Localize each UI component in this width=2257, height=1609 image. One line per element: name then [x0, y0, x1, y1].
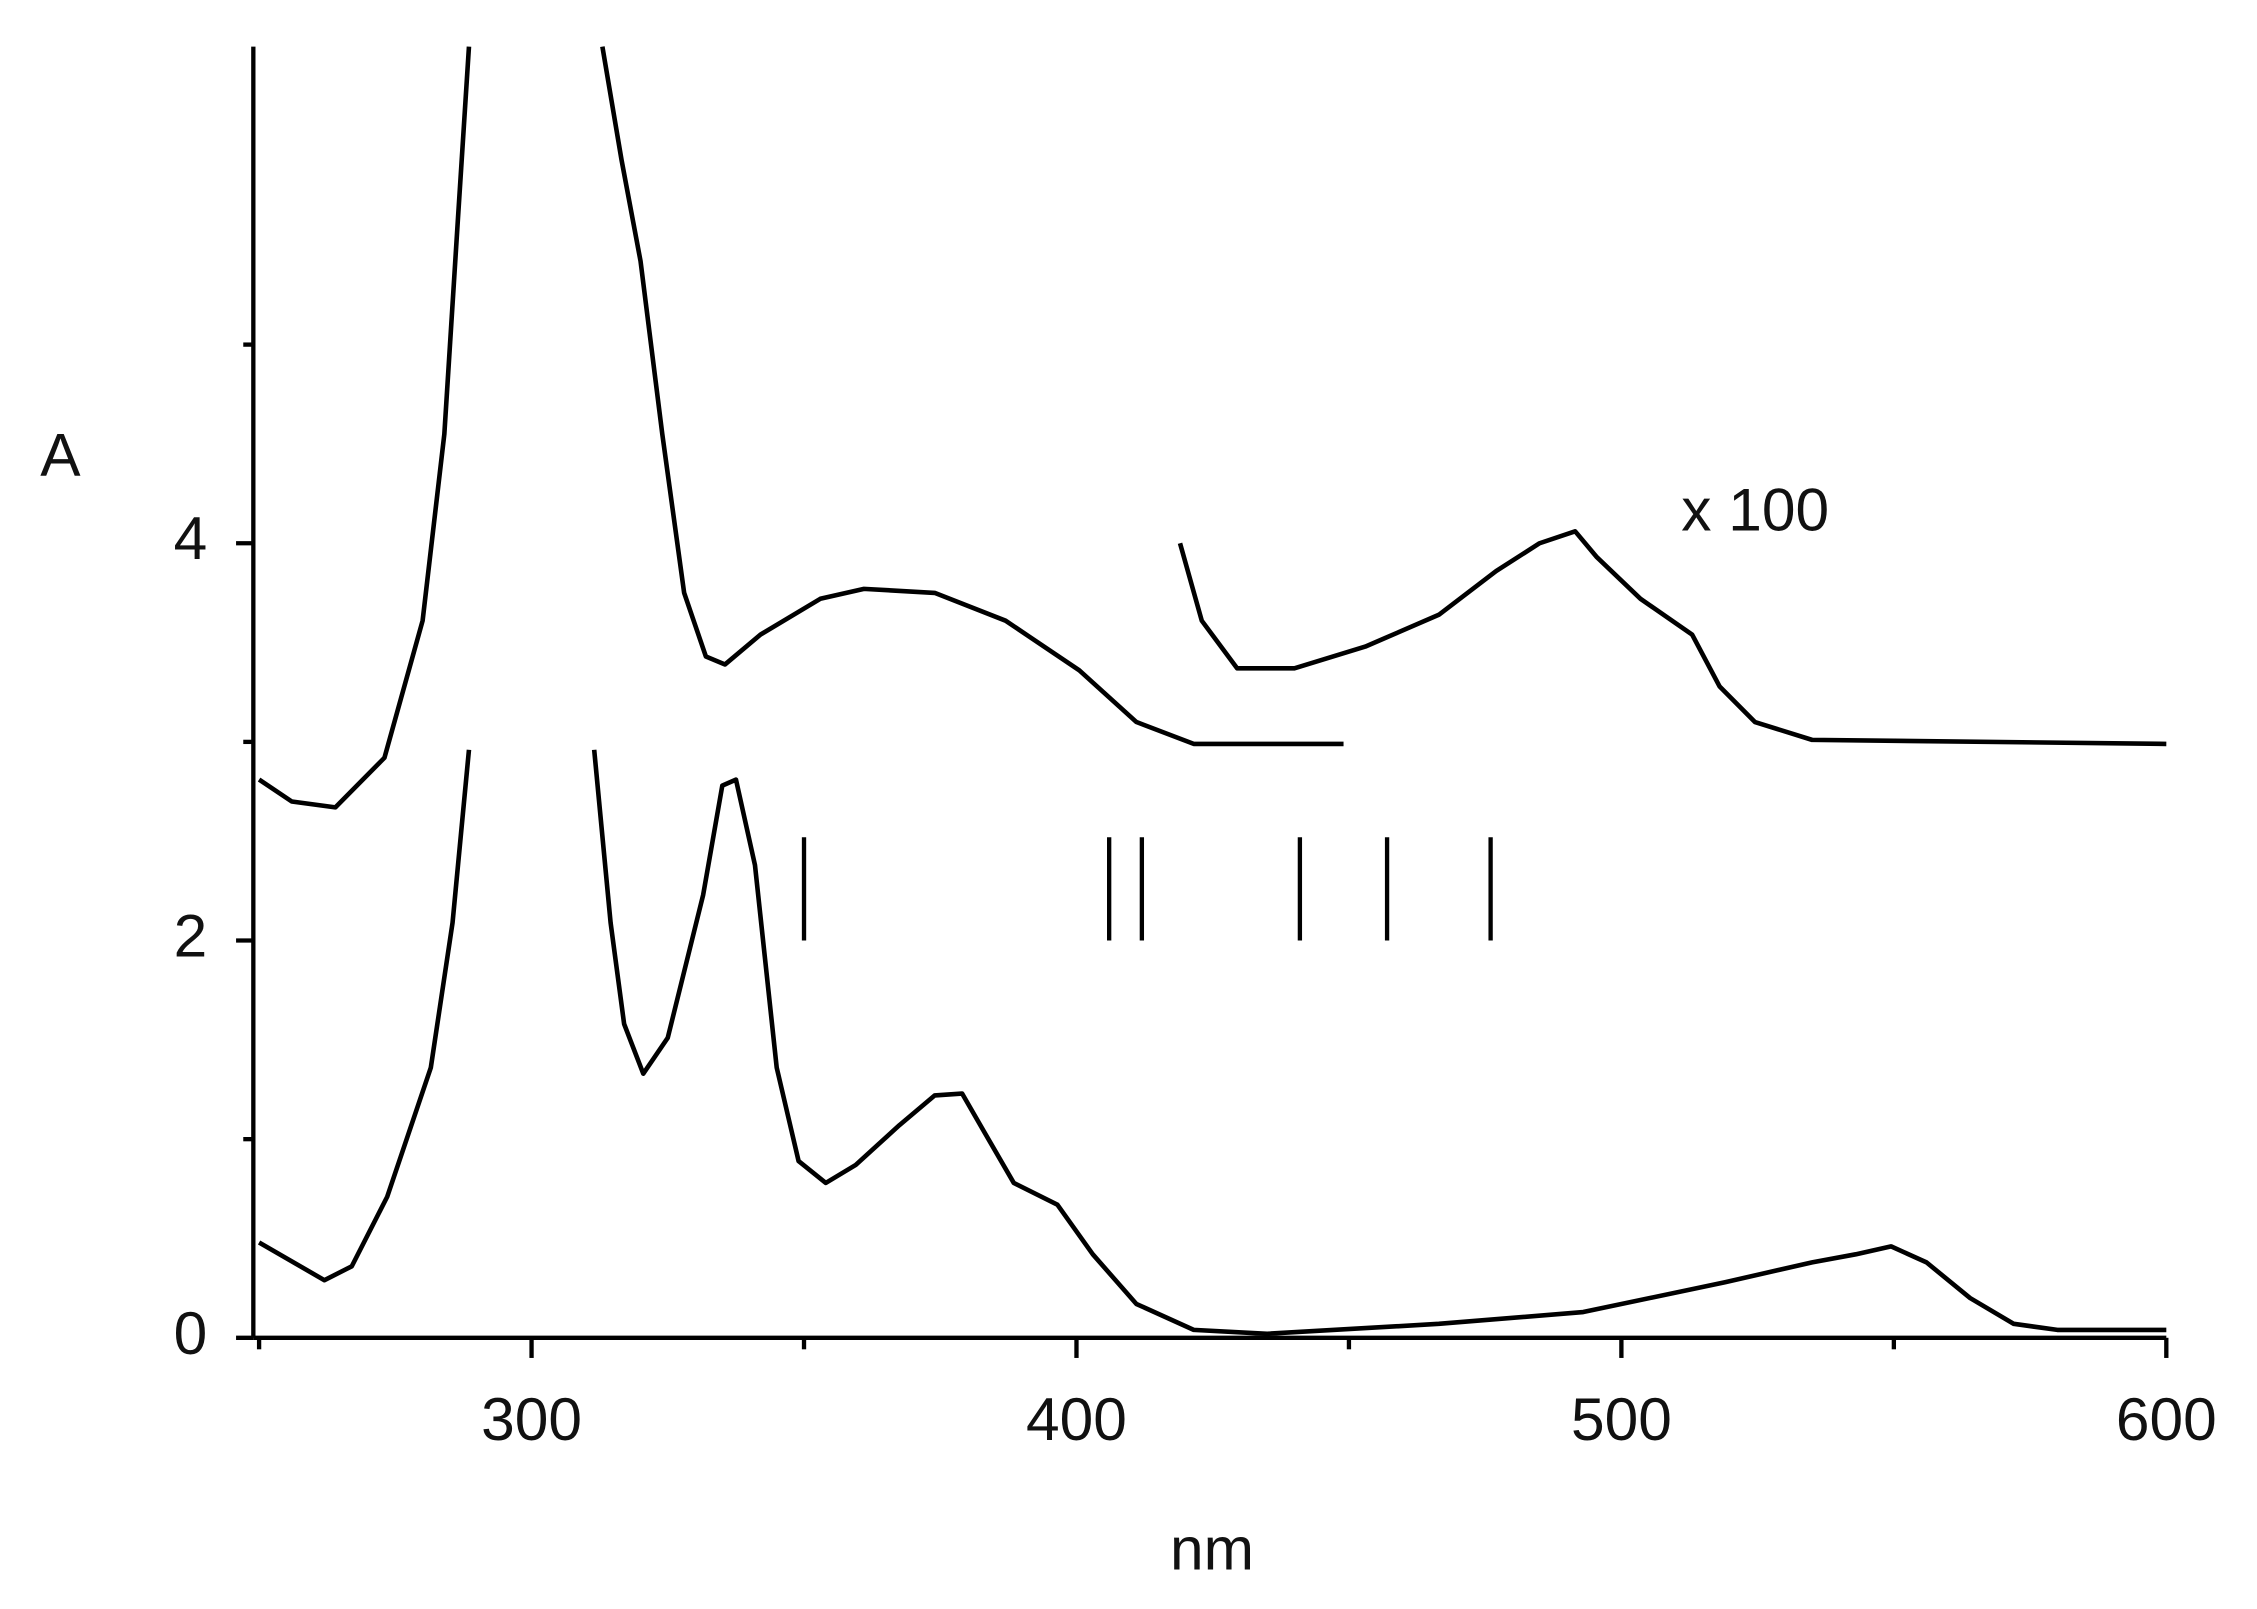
x-tick-label: 400: [1026, 1385, 1127, 1453]
spectrum-line: [257, 46, 1344, 810]
y-axis-label: A: [40, 421, 81, 489]
spectrum-line: [1177, 528, 2167, 747]
y-tick-label: 4: [174, 504, 208, 572]
spectrum-line: [257, 749, 2167, 1337]
x-tick-label: 300: [481, 1385, 582, 1453]
y-tick-label: 2: [174, 901, 208, 969]
x-tick-label: 600: [2116, 1385, 2217, 1453]
y-tick-label: 0: [174, 1299, 208, 1367]
x-axis-label: nm: [1170, 1515, 1254, 1583]
x-tick-label: 500: [1571, 1385, 1672, 1453]
annotation: x 100: [1681, 475, 1829, 543]
